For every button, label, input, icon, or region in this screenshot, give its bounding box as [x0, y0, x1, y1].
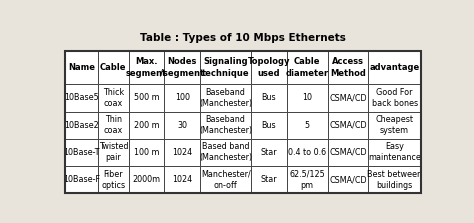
Bar [200, 139, 251, 166]
Bar [368, 139, 421, 166]
Bar [287, 166, 328, 193]
Bar [368, 112, 421, 139]
Bar [164, 139, 200, 166]
Bar [368, 166, 421, 193]
Bar [128, 166, 164, 193]
Text: 5: 5 [305, 121, 310, 130]
Bar [287, 139, 328, 166]
Text: 1024: 1024 [172, 148, 192, 157]
Text: Cable
diameter: Cable diameter [286, 58, 329, 78]
Text: 100 m: 100 m [134, 148, 159, 157]
Bar [251, 112, 287, 139]
Text: Topology
used: Topology used [248, 58, 290, 78]
Bar [65, 112, 98, 139]
Bar [128, 112, 164, 139]
Text: Thin
coax: Thin coax [104, 115, 123, 135]
Bar [251, 139, 287, 166]
Text: Based band
(Manchester): Based band (Manchester) [199, 142, 252, 163]
Bar [65, 51, 421, 193]
Bar [98, 139, 128, 166]
Text: Star: Star [261, 175, 277, 184]
Text: Cable: Cable [100, 63, 127, 72]
Text: Max.
segment: Max. segment [126, 58, 167, 78]
Bar [98, 112, 128, 139]
Bar [287, 51, 328, 84]
Text: 10Base-F: 10Base-F [63, 175, 100, 184]
Text: Access
Method: Access Method [330, 58, 366, 78]
Text: Thick
coax: Thick coax [103, 88, 124, 108]
Text: Bus: Bus [262, 93, 276, 102]
Bar [65, 166, 98, 193]
Bar [200, 51, 251, 84]
Text: 30: 30 [177, 121, 187, 130]
Bar [65, 139, 98, 166]
Bar [98, 166, 128, 193]
Bar [200, 166, 251, 193]
Bar [65, 51, 98, 84]
Text: Twisted
pair: Twisted pair [99, 142, 128, 163]
Text: 1024: 1024 [172, 175, 192, 184]
Text: Good For
back bones: Good For back bones [372, 88, 418, 108]
Text: advantage: advantage [370, 63, 420, 72]
Bar [251, 84, 287, 112]
Text: CSMA/CD: CSMA/CD [329, 175, 367, 184]
Bar [328, 139, 368, 166]
Text: 62.5/125
pm: 62.5/125 pm [289, 170, 325, 190]
Bar [164, 84, 200, 112]
Bar [65, 51, 421, 193]
Text: Baseband
(Manchester): Baseband (Manchester) [199, 88, 252, 108]
Text: Easy
maintenance: Easy maintenance [368, 142, 421, 163]
Text: 10Base2: 10Base2 [64, 121, 99, 130]
Text: CSMA/CD: CSMA/CD [329, 121, 367, 130]
Bar [251, 166, 287, 193]
Bar [368, 84, 421, 112]
Text: 10: 10 [302, 93, 312, 102]
Text: Fiber
optics: Fiber optics [101, 170, 126, 190]
Text: Nodes
/segment: Nodes /segment [160, 58, 204, 78]
Bar [164, 51, 200, 84]
Text: Table : Types of 10 Mbps Ethernets: Table : Types of 10 Mbps Ethernets [140, 33, 346, 43]
Bar [200, 84, 251, 112]
Bar [287, 112, 328, 139]
Text: CSMA/CD: CSMA/CD [329, 93, 367, 102]
Text: Signaling
technique: Signaling technique [202, 58, 249, 78]
Text: 500 m: 500 m [134, 93, 159, 102]
Text: CSMA/CD: CSMA/CD [329, 148, 367, 157]
Text: 2000m: 2000m [132, 175, 161, 184]
Text: 0.4 to 0.6: 0.4 to 0.6 [288, 148, 326, 157]
Bar [128, 84, 164, 112]
Text: Star: Star [261, 148, 277, 157]
Bar [98, 84, 128, 112]
Text: 200 m: 200 m [134, 121, 159, 130]
Bar [164, 166, 200, 193]
Text: Name: Name [68, 63, 95, 72]
Bar [200, 112, 251, 139]
Bar [164, 112, 200, 139]
Text: 100: 100 [175, 93, 190, 102]
Text: Manchester/
on-off: Manchester/ on-off [201, 170, 251, 190]
Bar [368, 51, 421, 84]
Text: Bus: Bus [262, 121, 276, 130]
Bar [328, 166, 368, 193]
Bar [65, 84, 98, 112]
Bar [251, 51, 287, 84]
Bar [328, 112, 368, 139]
Bar [98, 51, 128, 84]
Text: 10Base-T: 10Base-T [63, 148, 100, 157]
Bar [128, 51, 164, 84]
Bar [128, 139, 164, 166]
Bar [328, 84, 368, 112]
Text: Best between
buildings: Best between buildings [367, 170, 422, 190]
Bar [287, 84, 328, 112]
Bar [328, 51, 368, 84]
Text: Baseband
(Manchester): Baseband (Manchester) [199, 115, 252, 135]
Text: 10Base5: 10Base5 [64, 93, 99, 102]
Text: Cheapest
system: Cheapest system [376, 115, 414, 135]
